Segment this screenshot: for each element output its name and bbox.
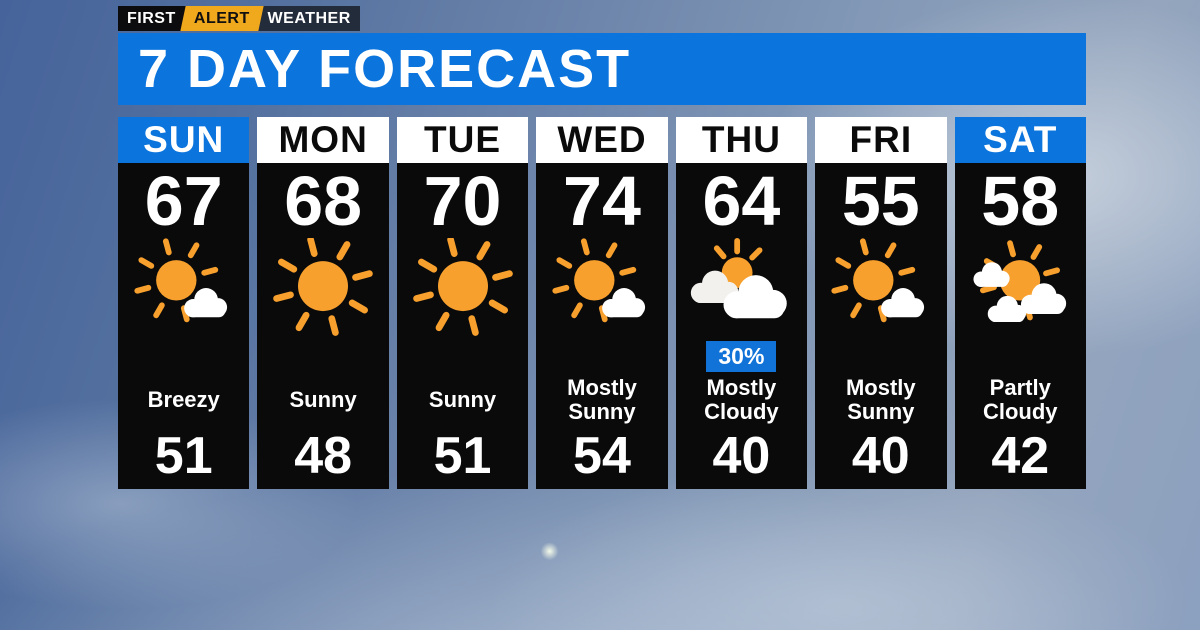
day-header: SAT xyxy=(954,117,1086,163)
low-temp: 48 xyxy=(294,427,353,485)
condition-label: Breezy xyxy=(147,387,220,412)
low-temp: 40 xyxy=(712,427,771,485)
day-header: THU xyxy=(675,117,808,163)
day-column-thu: THU 64 30% Mostly Cloudy 40 xyxy=(675,117,808,489)
high-temp: 55 xyxy=(841,162,920,240)
high-temp: 68 xyxy=(284,162,363,240)
precip-badge-slot xyxy=(172,339,196,373)
station-logo: FIRST ALERT WEATHER xyxy=(118,6,360,31)
day-header: FRI xyxy=(815,117,947,163)
day-column-sun: SUN 67 Breezy 51 xyxy=(118,117,250,489)
low-temp: 51 xyxy=(433,427,492,485)
logo-first-label: FIRST xyxy=(118,6,188,31)
condition-label: Mostly Cloudy xyxy=(704,375,779,424)
low-temp: 40 xyxy=(851,427,910,485)
precip-badge-slot xyxy=(1008,339,1032,373)
day-header: SUN xyxy=(118,117,250,163)
logo-alert-label: ALERT xyxy=(180,6,264,31)
logo-weather-label: WEATHER xyxy=(255,6,360,31)
condition-label: Mostly Sunny xyxy=(845,375,916,424)
forecast-title-banner: 7 DAY FORECAST xyxy=(118,33,1086,105)
day-column-tue: TUE 70 Sunny 51 xyxy=(396,117,529,489)
high-temp: 74 xyxy=(563,162,641,240)
condition-label: Sunny xyxy=(428,387,497,412)
partly-cloudy-icon xyxy=(955,237,1086,339)
high-temp: 64 xyxy=(702,162,781,240)
sunny-icon xyxy=(257,237,388,339)
low-temp: 54 xyxy=(573,427,631,485)
precip-badge-slot xyxy=(869,339,893,373)
condition-label: Partly Cloudy xyxy=(982,375,1058,424)
precip-badge-slot xyxy=(451,339,475,373)
forecast-columns: SUN 67 Breezy 51 MON 68 Sunny 48 TUE 70 … xyxy=(118,117,1086,489)
day-column-wed: WED 74 Mostly Sunny 54 xyxy=(536,117,668,489)
day-header: TUE xyxy=(396,117,529,163)
low-temp: 42 xyxy=(991,427,1050,485)
condition-label: Mostly Sunny xyxy=(567,375,637,424)
sunny-icon xyxy=(397,237,528,339)
day-header: MON xyxy=(257,117,389,163)
day-column-fri: FRI 55 Mostly Sunny 40 xyxy=(815,117,947,489)
precip-badge-slot xyxy=(590,339,614,373)
low-temp: 51 xyxy=(154,427,213,485)
high-temp: 70 xyxy=(423,162,502,240)
day-column-mon: MON 68 Sunny 48 xyxy=(257,117,389,489)
precip-badge: 30% xyxy=(706,340,777,372)
day-column-sat: SAT 58 Partly Cloudy 42 xyxy=(954,117,1086,489)
condition-label: Sunny xyxy=(289,387,357,412)
mostly-sunny-icon xyxy=(536,237,667,339)
logo-alert-text: ALERT xyxy=(193,9,250,27)
precip-badge-slot xyxy=(311,339,335,373)
high-temp: 67 xyxy=(144,162,223,240)
page-title: 7 DAY FORECAST xyxy=(138,39,632,99)
high-temp: 58 xyxy=(981,162,1060,240)
mostly-sunny-icon xyxy=(118,237,249,339)
precip-badge-slot: 30% xyxy=(706,339,777,373)
day-header: WED xyxy=(536,117,668,163)
mostly-sunny-icon xyxy=(815,237,946,339)
mostly-cloudy-icon xyxy=(676,237,807,339)
